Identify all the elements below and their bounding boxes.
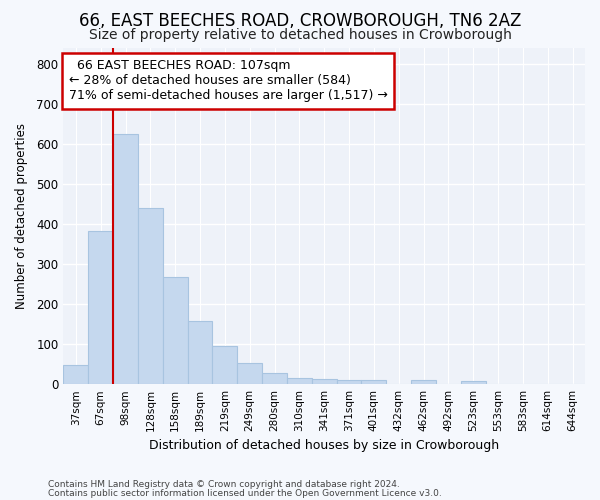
Bar (138, 208, 163, 384)
Text: Contains public sector information licensed under the Open Government Licence v3: Contains public sector information licen… (48, 488, 442, 498)
Text: Contains HM Land Registry data © Crown copyright and database right 2024.: Contains HM Land Registry data © Crown c… (48, 480, 400, 489)
Bar (237, 364, 262, 384)
Text: 66 EAST BEECHES ROAD: 107sqm
← 28% of detached houses are smaller (584)
71% of s: 66 EAST BEECHES ROAD: 107sqm ← 28% of de… (68, 60, 388, 102)
X-axis label: Distribution of detached houses by size in Crowborough: Distribution of detached houses by size … (149, 440, 499, 452)
Bar (262, 373, 287, 384)
Text: 66, EAST BEECHES ROAD, CROWBOROUGH, TN6 2AZ: 66, EAST BEECHES ROAD, CROWBOROUGH, TN6 … (79, 12, 521, 30)
Text: Size of property relative to detached houses in Crowborough: Size of property relative to detached ho… (89, 28, 511, 42)
Bar (163, 277, 188, 384)
Bar (212, 346, 237, 384)
Bar (188, 322, 212, 384)
Bar (461, 382, 485, 384)
Bar (88, 230, 113, 384)
Bar (411, 380, 436, 384)
Bar (64, 366, 88, 384)
Bar (287, 378, 312, 384)
Bar (312, 380, 337, 384)
Bar (113, 134, 138, 384)
Bar (337, 380, 361, 384)
Y-axis label: Number of detached properties: Number of detached properties (15, 123, 28, 309)
Bar (361, 380, 386, 384)
